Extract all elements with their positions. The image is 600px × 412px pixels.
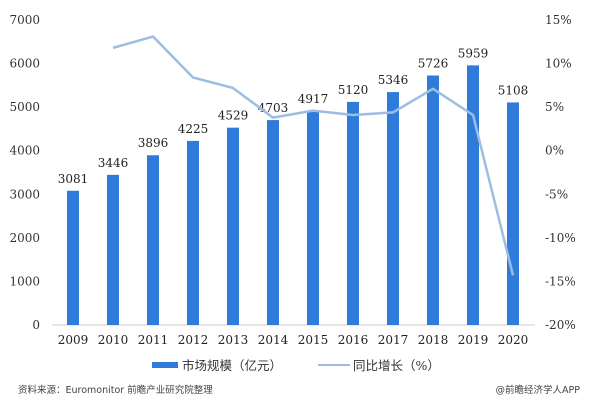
bar-2010 xyxy=(107,174,119,325)
source-note: 资料来源：Euromonitor 前瞻产业研究院整理 xyxy=(18,385,213,396)
y-left-tick-label: 5000 xyxy=(9,100,40,114)
legend-bar-swatch xyxy=(152,362,178,368)
bar-value-label: 5108 xyxy=(498,83,529,97)
bar-2017 xyxy=(387,92,399,326)
bar-value-label: 5959 xyxy=(458,46,489,60)
bar-2009 xyxy=(67,190,79,325)
legend-bar-label: 市场规模（亿元） xyxy=(182,358,282,373)
x-tick-label: 2011 xyxy=(138,333,169,347)
bar-2018 xyxy=(427,75,439,325)
y-left-tick-label: 6000 xyxy=(9,57,40,71)
y-right-tick-label: -5% xyxy=(545,187,568,201)
x-tick-label: 2013 xyxy=(218,333,249,347)
y-right-tick-label: 5% xyxy=(545,100,564,114)
bar-2013 xyxy=(227,127,239,325)
bar-value-label: 3446 xyxy=(98,156,129,170)
bar-2020 xyxy=(507,102,519,326)
bar-value-label: 4225 xyxy=(178,122,209,136)
bar-value-label: 3896 xyxy=(138,136,169,150)
x-tick-label: 2012 xyxy=(178,333,209,347)
y-left-tick-label: 3000 xyxy=(9,187,40,201)
y-right-tick-label: 15% xyxy=(545,13,572,27)
y-right-tick-label: 10% xyxy=(545,57,572,71)
x-tick-label: 2018 xyxy=(418,333,449,347)
x-tick-label: 2009 xyxy=(58,333,89,347)
y-left-tick-label: 0 xyxy=(32,318,40,332)
bar-2016 xyxy=(347,101,359,326)
y-right-tick-label: 0% xyxy=(545,144,564,158)
legend-line-label: 同比增长（%） xyxy=(353,358,440,373)
bar-2015 xyxy=(307,110,319,326)
y-left-tick-label: 1000 xyxy=(9,274,40,288)
bar-value-label: 4917 xyxy=(298,92,329,106)
x-tick-label: 2010 xyxy=(98,333,129,347)
bar-value-label: 5346 xyxy=(378,73,409,87)
y-right-tick-label: -20% xyxy=(545,318,576,332)
bar-value-label: 5726 xyxy=(418,57,449,71)
x-tick-label: 2016 xyxy=(338,333,369,347)
bar-value-label: 3081 xyxy=(58,172,89,186)
x-tick-label: 2020 xyxy=(498,333,529,347)
y-left-tick-label: 4000 xyxy=(9,144,40,158)
credit-note: @前瞻经济学人APP xyxy=(495,385,580,396)
bar-value-label: 4703 xyxy=(258,101,289,115)
bar-2011 xyxy=(147,155,159,325)
y-right-tick-label: -15% xyxy=(545,274,576,288)
x-tick-label: 2017 xyxy=(378,333,409,347)
bar-2014 xyxy=(267,120,279,325)
bar-value-label: 5120 xyxy=(338,83,369,97)
bar-2019 xyxy=(467,65,479,326)
bar-2012 xyxy=(187,140,199,325)
y-left-tick-label: 7000 xyxy=(9,13,40,27)
x-tick-label: 2015 xyxy=(298,333,329,347)
y-right-tick-label: -10% xyxy=(545,231,576,245)
x-tick-label: 2019 xyxy=(458,333,489,347)
bar-value-label: 4529 xyxy=(218,109,249,123)
y-left-tick-label: 2000 xyxy=(9,231,40,245)
x-tick-label: 2014 xyxy=(258,333,289,347)
